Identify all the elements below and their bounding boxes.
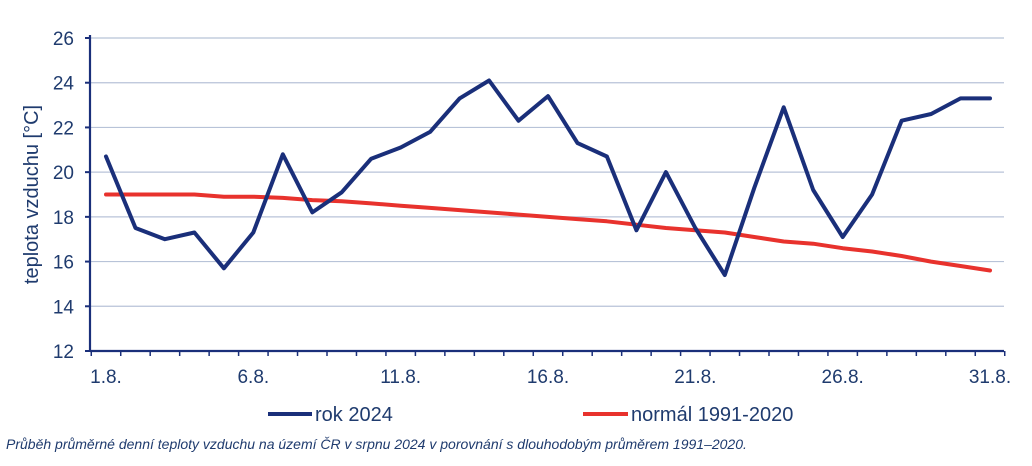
figure-caption: Průběh průměrné denní teploty vzduchu na… — [6, 436, 747, 452]
line-chart: 12 14 16 18 20 22 24 26 1.8. 6.8. 11.8. 16.8. 21.8. 2… — [21, 29, 1011, 426]
series-line-1 — [104, 192, 992, 273]
x-tick-label: 6.8. — [237, 367, 269, 388]
y-tick-label: 22 — [53, 118, 74, 139]
y-tick-label: 12 — [53, 342, 74, 363]
legend-label-1: normál 1991-2020 — [631, 404, 793, 426]
x-tick-label: 16.8. — [527, 367, 569, 388]
y-tick-label: 18 — [53, 208, 74, 229]
y-axis-title: teplota vzduchu [°C] — [21, 105, 43, 284]
y-tick-label: 14 — [53, 297, 75, 318]
x-tick-label: 11.8. — [380, 367, 421, 388]
x-tick-label: 21.8. — [674, 367, 716, 388]
y-tick-label: 24 — [53, 74, 75, 95]
y-tick-label: 26 — [53, 29, 74, 50]
x-tick-label: 1.8. — [90, 367, 122, 388]
series-line-0 — [104, 78, 992, 277]
y-tick-label: 20 — [53, 163, 74, 184]
x-tick-label: 26.8. — [822, 367, 864, 388]
y-tick-label: 16 — [53, 253, 74, 274]
legend-label-0: rok 2024 — [315, 404, 393, 426]
x-tick-label: 31.8. — [969, 367, 1011, 388]
